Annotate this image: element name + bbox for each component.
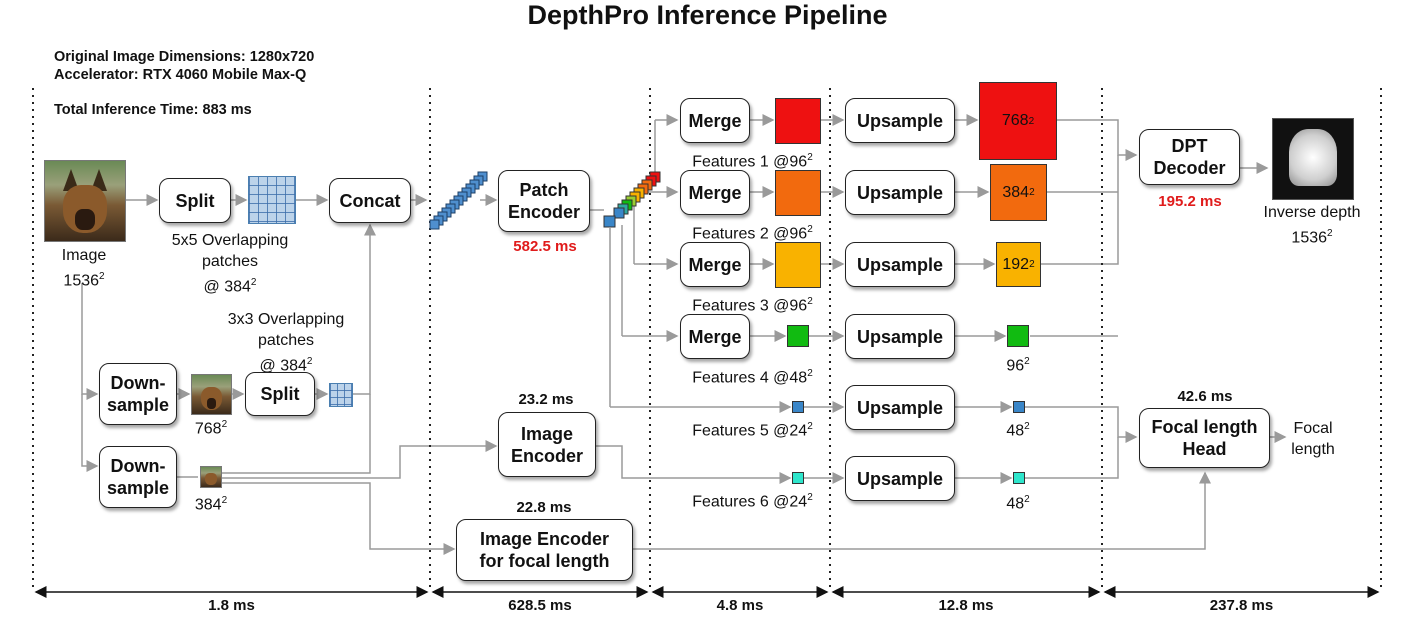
focal-encoder-time: 22.8 ms: [516, 499, 572, 516]
feature-square-5: [792, 401, 804, 413]
upsample-box-1: Upsample: [845, 98, 955, 143]
feature-label-4: Features 4 @482: [692, 368, 813, 387]
focal-length-head-box: Focal length Head: [1139, 408, 1270, 468]
merge-box-3: Merge: [680, 242, 750, 287]
upsample-box-6: Upsample: [845, 456, 955, 501]
input-image: [44, 160, 126, 242]
feature-square-6: [792, 472, 804, 484]
upsampled-square-1: 768 2: [979, 82, 1057, 160]
patch-grid-5x5: [248, 176, 296, 224]
upsample-box-2: Upsample: [845, 170, 955, 215]
input-image-label: Image 15362: [61, 247, 107, 290]
split2-caption: 3x3 Overlapping patches @ 3842: [227, 311, 345, 375]
upsampled-square-6: [1013, 472, 1025, 484]
feature-square-2: [775, 170, 821, 216]
merge-box-1: Merge: [680, 98, 750, 143]
upsampled-square-2: 384 2: [990, 164, 1047, 221]
timing-stage-4: 12.8 ms: [938, 597, 994, 614]
accelerator-text: Accelerator: RTX 4060 Mobile Max-Q: [54, 67, 307, 83]
split1-caption: 5x5 Overlapping patches @ 3842: [171, 232, 289, 296]
upsampled-size-5: 482: [1006, 421, 1030, 440]
ds-size-384: 3842: [194, 495, 228, 514]
timing-stage-2: 628.5 ms: [508, 597, 572, 614]
downsampled-image-768: [191, 374, 232, 415]
downsampled-image-384: [200, 466, 222, 488]
patch-token-stack: [429, 171, 488, 230]
upsampled-size-4: 962: [1006, 356, 1030, 375]
feature-square-4: [787, 325, 809, 347]
image-encoder-time: 23.2 ms: [518, 391, 574, 408]
patch-grid-3x3: [329, 383, 353, 407]
timing-stage-1: 1.8 ms: [208, 597, 255, 614]
focal-head-time: 42.6 ms: [1177, 388, 1233, 405]
split-box-2: Split: [245, 372, 315, 416]
image-encoder-box: Image Encoder: [498, 412, 596, 477]
upsample-box-3: Upsample: [845, 242, 955, 287]
feature-label-2: Features 2 @962: [692, 224, 813, 243]
page-title: DepthPro Inference Pipeline: [527, 0, 888, 30]
feature-token-stack: [603, 171, 661, 228]
upsampled-size-6: 482: [1006, 494, 1030, 513]
concat-box: Concat: [329, 178, 411, 223]
merge-box-2: Merge: [680, 170, 750, 215]
inverse-depth-image: [1272, 118, 1354, 200]
patch-encoder-time: 582.5 ms: [513, 238, 577, 255]
downsample-box-2: Down-sample: [99, 446, 177, 508]
focal-length-output-label: Focal length: [1291, 420, 1335, 458]
dpt-decoder-box: DPT Decoder: [1139, 129, 1240, 185]
timing-stage-5: 237.8 ms: [1209, 597, 1274, 614]
upsampled-square-5: [1013, 401, 1025, 413]
feature-label-5: Features 5 @242: [692, 421, 813, 440]
total-time-text: Total Inference Time: 883 ms: [54, 102, 252, 118]
ds-size-768: 7682: [194, 419, 228, 438]
downsample-box-1: Down-sample: [99, 363, 177, 425]
image-dimensions-text: Original Image Dimensions: 1280x720: [54, 49, 315, 65]
merge-box-4: Merge: [680, 314, 750, 359]
timing-stage-3: 4.8 ms: [716, 597, 764, 614]
upsampled-square-3: 192 2: [996, 242, 1041, 287]
focal-encoder-box: Image Encoder for focal length: [456, 519, 633, 581]
patch-encoder-box: Patch Encoder: [498, 170, 590, 232]
info-panel: Original Image Dimensions: 1280x720 Acce…: [54, 48, 314, 119]
feature-label-6: Features 6 @242: [692, 492, 813, 511]
upsample-box-5: Upsample: [845, 385, 955, 430]
feature-square-1: [775, 98, 821, 144]
upsampled-square-4: [1007, 325, 1029, 347]
feature-label-1: Features 1 @962: [692, 152, 813, 171]
feature-square-3: [775, 242, 821, 288]
dpt-decoder-time: 195.2 ms: [1158, 193, 1222, 210]
inverse-depth-label: Inverse depth 15362: [1263, 204, 1361, 247]
split-box-1: Split: [159, 178, 231, 223]
feature-label-3: Features 3 @962: [692, 296, 813, 315]
upsample-box-4: Upsample: [845, 314, 955, 359]
